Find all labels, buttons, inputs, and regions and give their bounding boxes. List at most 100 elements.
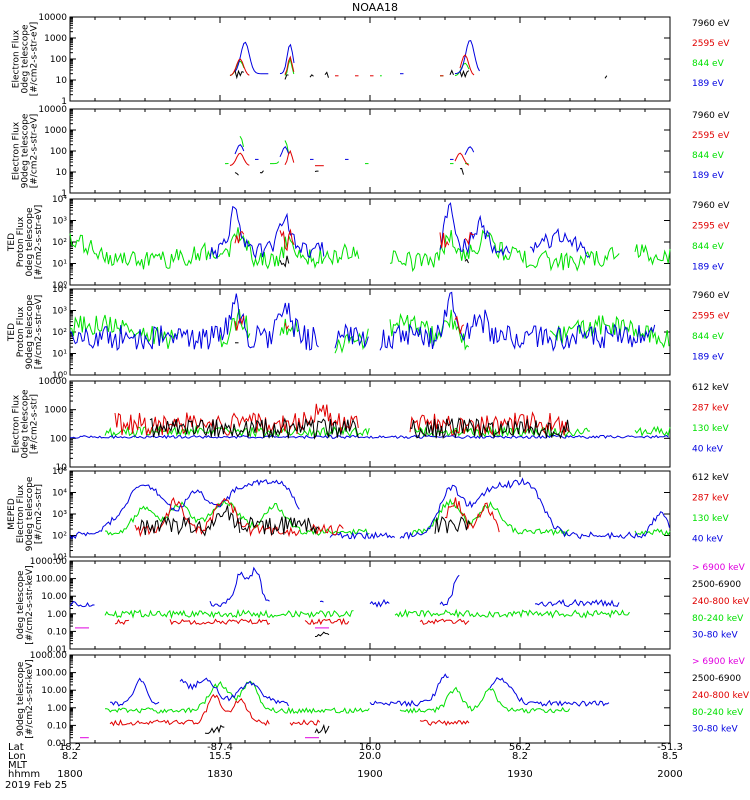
- x-hhmm-label: 1900: [357, 769, 382, 780]
- series-green-panel-4-seg-1: [69, 314, 179, 349]
- legend-item: 30-80 keV: [692, 631, 738, 641]
- ytick-label: 10⁰: [52, 371, 67, 381]
- series-red-panel-4-seg-1: [234, 315, 245, 331]
- series-green-panel-8-seg-1: [105, 680, 370, 715]
- legend-item: 612 keV: [692, 383, 729, 393]
- y-axis-label: Proton Flux: [16, 216, 26, 267]
- ytick-label: 1000.00: [30, 651, 67, 661]
- y-axis-label: 0deg telescope: [25, 207, 35, 277]
- series-red-panel-1-seg-1: [229, 58, 250, 76]
- series-red-panel-5-seg-1: [114, 403, 359, 436]
- y-axis-label: [#/cm2-s-str-eV]: [34, 205, 44, 280]
- ytick-label: 10000: [38, 377, 67, 387]
- series-red-panel-2-seg-2: [284, 149, 295, 166]
- panel-frame-3: [69, 198, 671, 286]
- x-mlt-label: 15.5: [209, 751, 231, 762]
- ytick-label: 1000: [44, 406, 67, 416]
- ytick-label: 100.00: [36, 669, 68, 679]
- series-red-panel-3-seg-4: [464, 231, 474, 246]
- legend-item: 130 keV: [692, 424, 729, 434]
- ytick-label: 10: [56, 463, 68, 473]
- ytick-label: 10⁰: [52, 281, 67, 291]
- ytick-label: 10⁵: [52, 467, 67, 477]
- series-blue-panel-2-seg-3: [279, 146, 290, 158]
- y-axis-label: Electron Flux: [12, 394, 22, 453]
- ytick-label: 10²: [52, 238, 67, 248]
- x-lon-label: 8.2: [62, 751, 78, 762]
- series-black-panel-6-seg-1: [139, 505, 241, 537]
- x-row-label: Lat: [8, 742, 24, 753]
- legend-item: 844 eV: [692, 332, 725, 342]
- y-axis-label: TED: [7, 233, 17, 252]
- x-lon-label: 56.2: [509, 742, 531, 753]
- series-blue-panel-4-seg-2: [334, 323, 369, 349]
- series-green-panel-4-seg-3: [279, 318, 300, 337]
- series-black-panel-1-seg-6: [459, 69, 470, 79]
- series-black-panel-1-seg-1: [234, 69, 244, 80]
- y-axis-label: [#/cm2-s-str-keV]: [25, 659, 35, 738]
- series-blue-panel-7-seg-2: [209, 566, 270, 607]
- ytick-label: 1000: [44, 34, 67, 44]
- legend-item: 287 keV: [692, 403, 729, 413]
- y-axis-label: 90deg telescope: [16, 661, 26, 736]
- series-blue-panel-7-seg-6: [534, 598, 620, 608]
- series-black-panel-6-seg-2: [239, 516, 320, 536]
- panel-frame-2: [69, 108, 671, 194]
- legend-item: 130 keV: [692, 514, 729, 524]
- ytick-label: 1000: [44, 126, 67, 136]
- series-black-panel-5-seg-1: [149, 417, 359, 440]
- series-blue-panel-6-seg-1: [69, 479, 300, 540]
- series-blue-panel-5-seg-1: [69, 434, 669, 440]
- x-hhmm-label: 1830: [207, 769, 232, 780]
- series-red-panel-7-seg-3: [304, 617, 350, 626]
- series-blue-panel-2-seg-7: [464, 146, 475, 156]
- x-hhmm-label: 1930: [507, 769, 532, 780]
- series-green-panel-8-seg-2: [399, 686, 571, 714]
- series-black-panel-1-seg-7: [604, 75, 608, 79]
- series-black-panel-8-seg-2: [314, 723, 330, 735]
- panel-frame-6: [69, 470, 671, 558]
- series-blue-panel-3-seg-1: [209, 205, 325, 260]
- series-green-panel-4-seg-5: [389, 309, 470, 351]
- legend-item: 844 eV: [692, 242, 725, 252]
- ytick-label: 0.10: [47, 627, 67, 637]
- series-red-panel-4-seg-3: [454, 315, 465, 334]
- series-blue-panel-3-seg-3: [529, 227, 590, 258]
- ytick-label: 10¹: [52, 553, 67, 563]
- legend-item: > 6900 keV: [692, 657, 746, 667]
- x-lon-label: -87.4: [207, 742, 233, 753]
- ytick-label: 10²: [52, 532, 67, 542]
- x-mlt-label: 20.0: [359, 751, 381, 762]
- y-axis-label: TED: [7, 323, 17, 342]
- legend-item: 30-80 keV: [692, 725, 738, 735]
- series-blue-panel-4-seg-3: [379, 291, 656, 352]
- series-black-panel-2-seg-2: [259, 170, 264, 174]
- legend-item: 189 eV: [692, 171, 725, 181]
- ytick-label: 1: [61, 97, 67, 107]
- series-blue-panel-8-seg-2: [179, 677, 289, 707]
- ytick-label: 100.00: [36, 575, 68, 585]
- series-green-panel-6-seg-2: [409, 498, 570, 537]
- series-black-panel-3-seg-1: [279, 255, 290, 268]
- ytick-label: 10000: [38, 13, 67, 23]
- legend-item: 2500-6900: [692, 580, 741, 590]
- series-blue-panel-8-seg-3: [369, 673, 449, 708]
- ytick-label: 10³: [52, 510, 67, 520]
- x-lon-label: -51.3: [657, 742, 683, 753]
- legend-item: 240-800 keV: [692, 691, 750, 701]
- ytick-label: 100: [50, 55, 67, 65]
- series-blue-panel-8-seg-1: [110, 677, 160, 707]
- legend-item: 189 eV: [692, 262, 725, 272]
- legend-item: 7960 eV: [692, 19, 730, 29]
- legend-item: 287 keV: [692, 493, 729, 503]
- legend-item: > 6900 keV: [692, 563, 746, 573]
- ytick-label: 10⁴: [52, 285, 67, 295]
- y-axis-label: MEPED: [7, 498, 17, 530]
- ytick-label: 1: [61, 189, 67, 199]
- y-axis-label: Proton Flux: [16, 306, 26, 357]
- ytick-label: 10⁴: [52, 489, 67, 499]
- series-green-panel-2-seg-2: [239, 136, 244, 148]
- series-black-panel-8-seg-1: [204, 724, 225, 734]
- y-axis-label: 0deg telescope: [21, 389, 31, 459]
- y-axis-label: [#/cm2-s-str-keV]: [25, 565, 35, 644]
